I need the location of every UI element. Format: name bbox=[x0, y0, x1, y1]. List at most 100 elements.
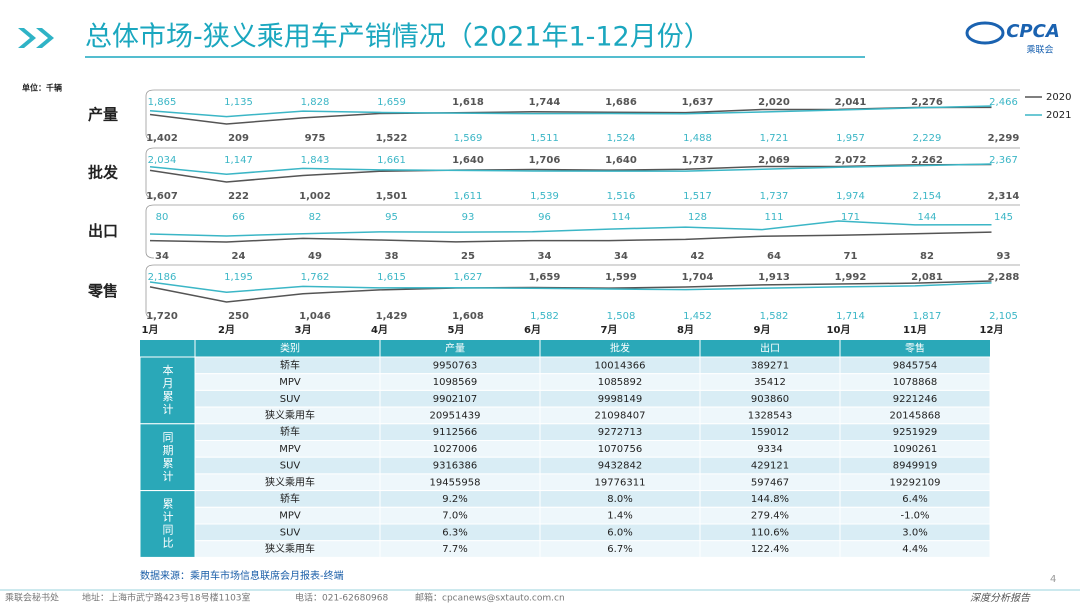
value-label: 1,615 bbox=[377, 272, 406, 283]
footer: 乘联会秘书处 地址：上海市武宁路423号18号楼1103室 电话：021-62680… bbox=[5, 592, 565, 604]
group-label: 累计同比 bbox=[161, 498, 174, 550]
value-label: 1,659 bbox=[529, 272, 561, 283]
table-cell: 19776311 bbox=[595, 477, 646, 488]
value-label: 2,034 bbox=[148, 155, 177, 166]
table-cell: 20951439 bbox=[430, 410, 481, 421]
value-label: 2,081 bbox=[911, 272, 943, 283]
panel-label: 批发 bbox=[88, 164, 119, 182]
table-row-bg bbox=[194, 523, 991, 542]
value-label: 2,105 bbox=[989, 311, 1018, 322]
value-label: 1,762 bbox=[301, 272, 330, 283]
value-label: 34 bbox=[538, 251, 552, 262]
x-tick-label: 7月 bbox=[601, 324, 618, 336]
unit: 单位：千辆 bbox=[22, 83, 62, 93]
table-row-bg bbox=[194, 506, 991, 525]
value-label: 111 bbox=[764, 212, 783, 223]
value-label: 1,569 bbox=[454, 133, 483, 144]
x-tick-label: 11月 bbox=[903, 324, 927, 336]
page-number: 4 bbox=[1050, 574, 1056, 585]
value-label: 49 bbox=[308, 251, 322, 262]
table-cell: 4.4% bbox=[902, 544, 927, 555]
x-tick-label: 12月 bbox=[980, 324, 1004, 336]
source: 数据来源：乘用车市场信息联席会月报表-终端 bbox=[140, 569, 344, 582]
value-label: 1,737 bbox=[682, 155, 714, 166]
value-label: 250 bbox=[228, 311, 249, 322]
table-cell: MPV bbox=[279, 511, 301, 522]
value-label: 82 bbox=[920, 251, 934, 262]
table-row-bg bbox=[194, 356, 991, 375]
table-cell: 6.0% bbox=[607, 527, 632, 538]
panel-label: 产量 bbox=[88, 106, 118, 124]
value-label: 2,367 bbox=[989, 155, 1018, 166]
table-cell: 9221246 bbox=[893, 394, 938, 405]
value-label: 1,429 bbox=[376, 311, 408, 322]
table-cell: 8.0% bbox=[607, 494, 632, 505]
table-row-bg bbox=[194, 389, 991, 408]
x-tick-label: 1月 bbox=[142, 324, 159, 336]
table-cell: 122.4% bbox=[751, 544, 789, 555]
x-tick-label: 10月 bbox=[827, 324, 851, 336]
table-cell: 9334 bbox=[757, 444, 782, 455]
value-label: 1,501 bbox=[376, 191, 408, 202]
value-label: 114 bbox=[611, 212, 630, 223]
value-label: 2,299 bbox=[988, 133, 1020, 144]
value-label: 80 bbox=[156, 212, 169, 223]
table-cell: SUV bbox=[280, 527, 301, 538]
table-cell: 狭义乘用车 bbox=[265, 542, 315, 555]
table-cell: 9845754 bbox=[893, 360, 938, 371]
table-row-bg bbox=[194, 456, 991, 475]
value-label: 96 bbox=[538, 212, 551, 223]
series-line bbox=[149, 220, 992, 237]
value-label: 42 bbox=[691, 251, 705, 262]
group-label: 本月累计 bbox=[161, 363, 174, 416]
x-tick-label: 8月 bbox=[677, 324, 694, 336]
table-cell: 10014366 bbox=[595, 360, 646, 371]
table-cell: 1085892 bbox=[598, 377, 643, 388]
logo: CPCA bbox=[1006, 21, 1060, 42]
value-label: 2,466 bbox=[989, 97, 1018, 108]
column-header: 出口 bbox=[760, 342, 780, 355]
table-cell: 9950763 bbox=[433, 360, 478, 371]
table-cell: 19292109 bbox=[890, 477, 941, 488]
footer-item: 电话：021-62680968 bbox=[295, 592, 389, 604]
value-label: 2,041 bbox=[835, 97, 867, 108]
table-cell: 3.0% bbox=[902, 527, 927, 538]
table-cell: 19455958 bbox=[430, 477, 481, 488]
x-tick-label: 5月 bbox=[448, 324, 465, 336]
table-header-bg bbox=[140, 340, 990, 357]
x-tick-label: 6月 bbox=[524, 324, 541, 336]
value-label: 145 bbox=[994, 212, 1013, 223]
table-cell: 1.4% bbox=[607, 511, 632, 522]
value-label: 1,974 bbox=[836, 191, 865, 202]
value-label: 1,046 bbox=[299, 311, 331, 322]
table-cell: 9251929 bbox=[893, 427, 938, 438]
column-header: 零售 bbox=[905, 342, 925, 355]
value-label: 209 bbox=[228, 133, 249, 144]
value-label: 1,720 bbox=[146, 311, 178, 322]
value-label: 1,524 bbox=[607, 133, 636, 144]
value-label: 1,135 bbox=[224, 97, 253, 108]
table-cell: 8949919 bbox=[893, 461, 938, 472]
table-cell: 7.0% bbox=[442, 511, 467, 522]
value-label: 1,706 bbox=[529, 155, 561, 166]
panel-frame bbox=[145, 89, 1020, 141]
table-cell: 279.4% bbox=[751, 511, 789, 522]
value-label: 1,913 bbox=[758, 272, 790, 283]
table-cell: MPV bbox=[279, 444, 301, 455]
series-line bbox=[149, 231, 992, 243]
value-label: 24 bbox=[232, 251, 246, 262]
value-label: 25 bbox=[461, 251, 475, 262]
x-tick-label: 2月 bbox=[218, 324, 235, 336]
x-tick-label: 9月 bbox=[754, 324, 771, 336]
value-label: 1,637 bbox=[682, 97, 714, 108]
x-tick-label: 4月 bbox=[371, 324, 388, 336]
table-cell: 429121 bbox=[751, 461, 789, 472]
value-label: 2,229 bbox=[913, 133, 942, 144]
table-cell: 7.7% bbox=[442, 544, 467, 555]
value-label: 64 bbox=[767, 251, 781, 262]
value-label: 144 bbox=[917, 212, 936, 223]
value-label: 1,599 bbox=[605, 272, 637, 283]
table-row-bg bbox=[194, 440, 991, 458]
group-cell bbox=[139, 356, 196, 425]
